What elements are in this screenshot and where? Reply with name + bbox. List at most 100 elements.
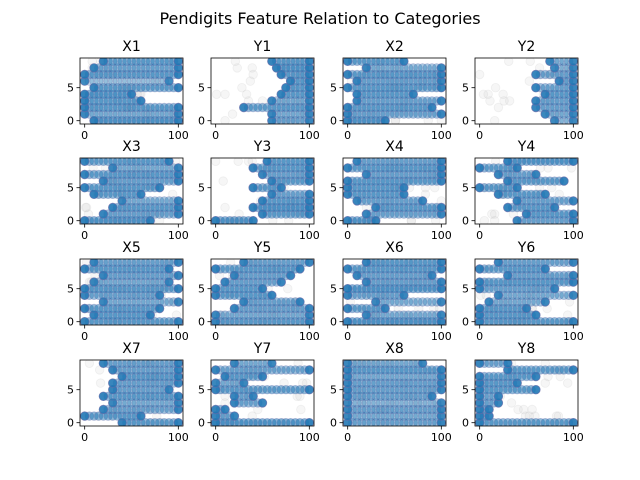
scatter-point	[400, 96, 410, 106]
scatter-point	[357, 303, 367, 314]
scatter-point	[385, 69, 395, 80]
scatter-point	[403, 411, 414, 421]
scatter-point	[380, 63, 390, 73]
scatter-point	[371, 89, 381, 100]
scatter-point	[385, 169, 395, 180]
scatter-point	[422, 96, 432, 106]
scatter-point	[94, 411, 104, 421]
scatter-point	[131, 182, 141, 193]
scatter-point	[159, 404, 169, 415]
scatter-point	[526, 317, 536, 325]
scatter-point	[408, 310, 418, 320]
scatter-point	[399, 378, 409, 388]
scatter-point	[131, 385, 141, 395]
scatter-point	[380, 270, 390, 281]
scatter-point	[399, 182, 409, 193]
scatter-point	[254, 303, 265, 314]
scatter-point	[136, 378, 146, 388]
scatter-point	[526, 216, 536, 224]
scatter-point	[549, 365, 560, 375]
scatter-point	[267, 109, 277, 119]
scatter-point	[507, 297, 518, 307]
scatter-point	[559, 418, 569, 426]
scatter-point	[136, 284, 146, 294]
scatter-point	[394, 270, 404, 281]
scatter-point	[498, 277, 508, 287]
scatter-point	[408, 169, 418, 180]
scatter-point	[375, 109, 386, 119]
scatter-point	[106, 317, 116, 325]
scatter-point	[220, 89, 230, 100]
scatter-point	[380, 189, 390, 200]
scatter-point	[385, 158, 395, 166]
scatter-point	[136, 411, 146, 421]
scatter-point	[136, 317, 146, 325]
scatter-point	[475, 183, 485, 193]
scatter-point	[408, 202, 418, 213]
scatter-point	[517, 270, 527, 281]
scatter-point	[154, 76, 165, 86]
scatter-point	[371, 202, 381, 213]
scatter-point	[521, 264, 532, 274]
scatter-point	[164, 109, 174, 119]
x-tick-label: 0	[476, 229, 483, 242]
scatter-point	[243, 158, 254, 166]
scatter-point	[117, 169, 127, 180]
scatter-point	[98, 209, 109, 219]
scatter-point	[413, 264, 423, 274]
scatter-point	[554, 58, 564, 66]
scatter-point	[484, 378, 494, 388]
scatter-point	[131, 418, 141, 426]
scatter-point	[371, 158, 381, 166]
scatter-point	[248, 391, 258, 402]
scatter-point	[366, 398, 376, 408]
scatter-point	[389, 411, 400, 421]
scatter-point	[399, 411, 409, 421]
scatter-point	[357, 176, 367, 186]
scatter-point	[422, 418, 432, 426]
scatter-point	[117, 102, 127, 113]
scatter-point	[489, 284, 499, 294]
scatter-point	[145, 58, 155, 66]
scatter-point	[559, 209, 569, 219]
scatter-point	[489, 182, 499, 193]
x-tick-label: 0	[81, 229, 88, 242]
scatter-point	[234, 290, 244, 301]
scatter-point	[276, 89, 286, 100]
scatter-point	[393, 82, 403, 93]
scatter-point	[535, 196, 546, 206]
scatter-point	[568, 365, 578, 375]
scatter-point	[122, 169, 132, 180]
scatter-point	[371, 109, 381, 119]
scatter-point	[427, 76, 437, 86]
scatter-point	[140, 391, 151, 402]
scatter-point	[112, 76, 123, 86]
scatter-point	[366, 404, 376, 415]
scatter-point	[108, 297, 118, 307]
scatter-point	[173, 163, 183, 173]
scatter-point	[493, 290, 504, 301]
scatter-point	[371, 404, 381, 415]
scatter-point	[262, 270, 272, 281]
scatter-point	[257, 303, 268, 314]
scatter-point	[507, 317, 518, 325]
scatter-point	[366, 371, 376, 382]
x-tick-label: 100	[168, 431, 189, 444]
scatter-point	[498, 297, 508, 307]
scatter-point	[293, 96, 303, 106]
scatter-point	[531, 259, 541, 267]
scatter-point	[94, 303, 104, 314]
scatter-point	[80, 303, 90, 314]
scatter-point	[375, 277, 386, 287]
scatter-point	[549, 109, 560, 119]
scatter-point	[227, 109, 238, 119]
scatter-point	[117, 284, 127, 294]
scatter-point	[281, 163, 291, 173]
scatter-point	[112, 82, 123, 93]
scatter-point	[407, 69, 417, 80]
scatter-point	[150, 277, 160, 287]
scatter-point	[108, 158, 118, 166]
scatter-point	[117, 270, 127, 281]
scatter-point	[399, 270, 409, 281]
scatter-point	[484, 360, 494, 368]
